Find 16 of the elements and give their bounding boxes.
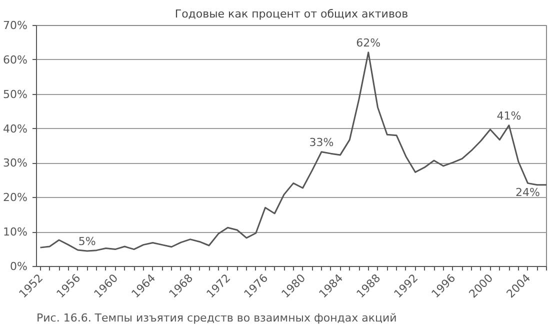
y-tick-label: 60% (3, 53, 28, 66)
annotation: 62% (356, 36, 381, 50)
chart-title: Годовые как процент от общих активов (174, 8, 408, 20)
y-tick-label: 20% (3, 191, 28, 204)
annotation: 41% (496, 109, 522, 122)
y-tick-label: 0% (10, 260, 28, 273)
y-tick-label: 40% (3, 122, 28, 136)
text: Рис. 16.6. Темпы изъятия средств во взаимных фондах акций (36, 312, 397, 324)
y-tick-label: 70% (3, 19, 28, 32)
annotation: 24% (516, 186, 540, 200)
y-tick-label: 50% (3, 88, 28, 101)
annotation: 5% (78, 235, 96, 248)
y-tick-label: 30% (3, 156, 28, 170)
line-series (40, 52, 546, 252)
y-tick-label: 10% (3, 226, 28, 239)
annotation: 33% (309, 136, 334, 149)
